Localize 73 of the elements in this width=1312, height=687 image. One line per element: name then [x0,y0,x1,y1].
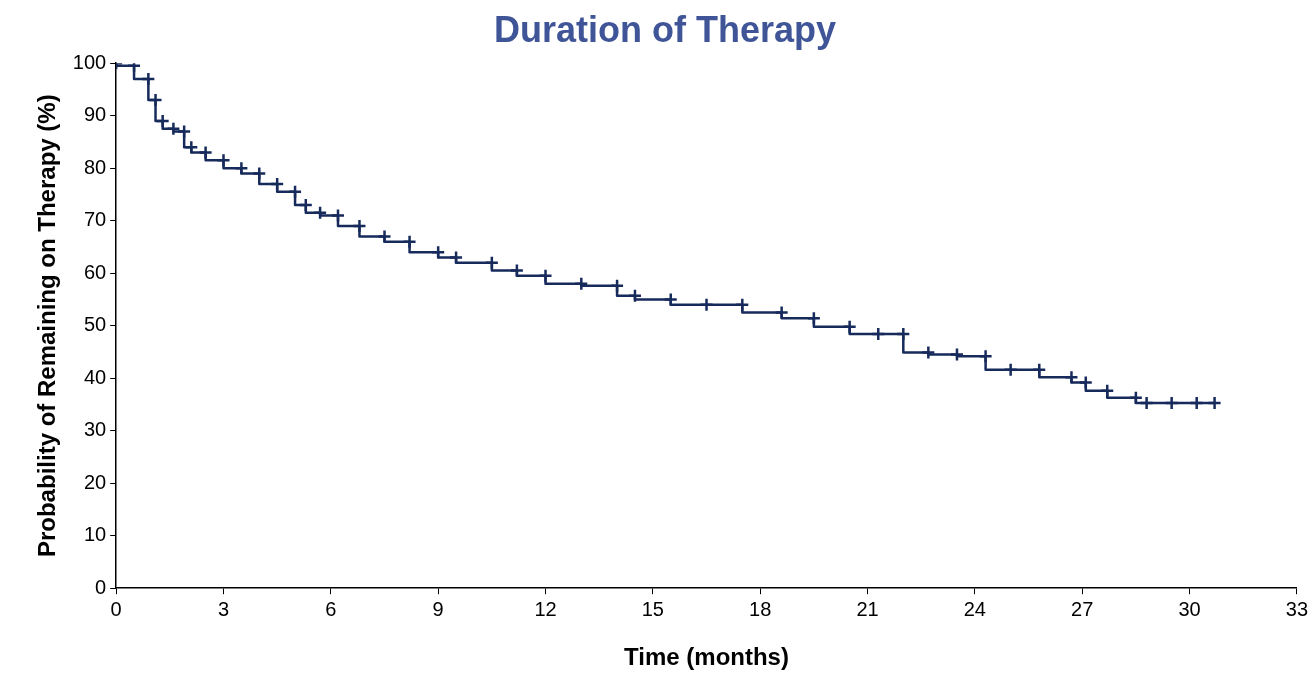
point [806,311,822,326]
point [234,160,249,176]
point [1078,375,1094,390]
x-tick-label: 21 [856,597,879,620]
y-tick-label: 10 [83,523,107,546]
y-tick-label: 30 [83,418,107,441]
point [842,319,857,334]
x-tick-label: 12 [534,597,557,620]
point [141,71,156,87]
x-tick-label: 24 [963,597,986,620]
y-tick-label: 90 [83,103,107,126]
x-tick-label: 27 [1071,597,1094,620]
point [949,347,965,362]
point [176,124,192,139]
x-tick-label: 30 [1178,597,1201,620]
point [1003,362,1018,378]
point [448,250,464,265]
x-tick-label: 9 [432,597,444,620]
y-tick-label: 60 [83,260,107,283]
point [1100,383,1115,399]
y-tick-label: 40 [83,365,107,388]
point [148,92,163,108]
point [1128,390,1144,405]
x-tick-label: 15 [641,597,664,620]
point [269,176,285,192]
point [166,121,181,137]
point [699,297,714,312]
y-tick-label: 50 [83,313,107,336]
point [484,255,500,270]
y-tick-label: 80 [83,155,107,178]
point [978,348,993,364]
point [574,276,589,291]
point [871,326,886,342]
point [1064,369,1079,385]
y-tick-label: 100 [72,50,107,73]
point [402,234,417,249]
point [627,288,643,304]
point [287,184,303,200]
point [1207,395,1222,411]
x-tick-label: 6 [325,597,337,620]
point [298,197,314,213]
y-tick-label: 0 [95,575,107,598]
y-axis-title: Probability of Remaining on Therapy (%) [33,94,61,558]
point [216,153,231,168]
y-tick-label: 20 [83,470,107,493]
point [430,244,446,260]
point [896,326,911,342]
point [184,139,199,155]
point [252,166,267,181]
point [774,305,789,320]
point [155,113,170,129]
x-tick-label: 3 [217,597,230,620]
chart-title: Duration of Therapy [493,8,837,50]
x-axis-title: Time (months) [624,643,789,671]
x-tick-label: 0 [110,597,122,620]
point [377,229,392,244]
point [352,218,367,234]
point [921,345,936,360]
y-tick-label: 70 [83,208,107,231]
point [538,268,553,284]
point [663,292,678,307]
point [1139,395,1154,411]
point [312,205,328,221]
x-tick-label: 18 [749,597,772,620]
point [198,145,213,160]
point [1164,395,1179,411]
x-tick-label: 33 [1285,597,1308,620]
point [609,278,625,294]
point [509,263,525,278]
point [1189,395,1204,411]
point [1032,362,1047,378]
point [735,297,750,312]
point [330,208,346,223]
